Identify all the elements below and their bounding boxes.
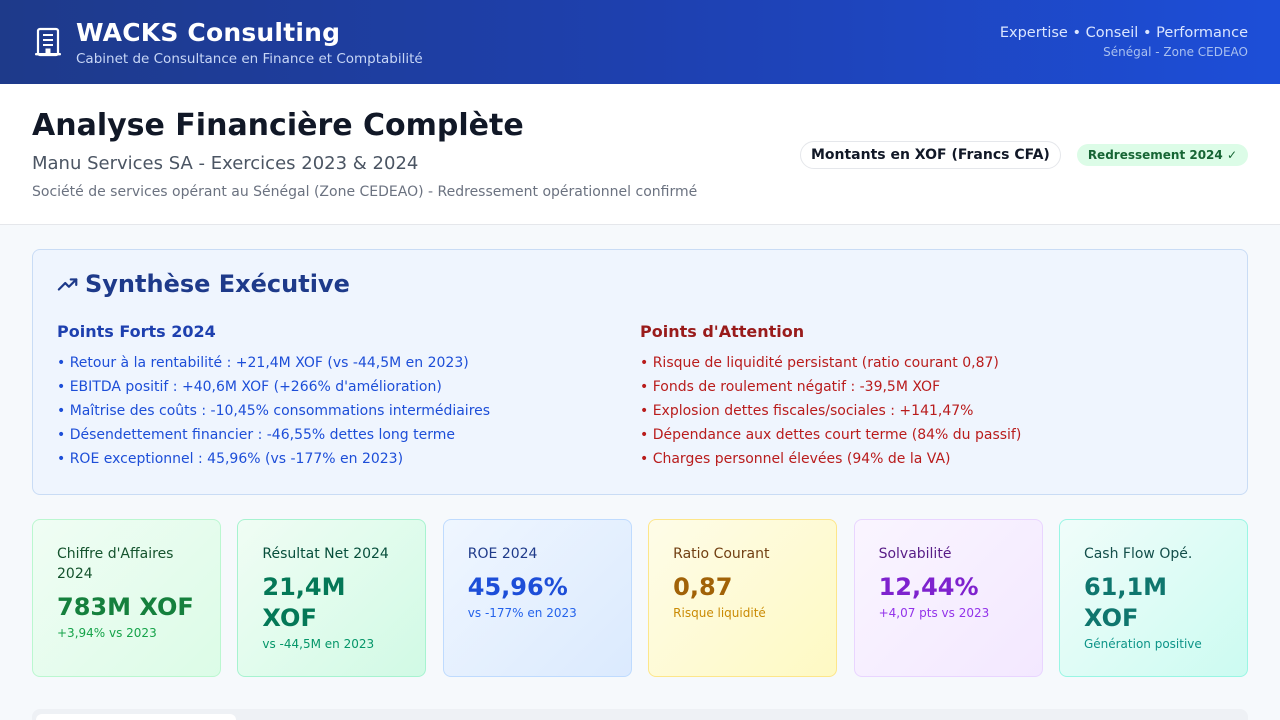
kpi-value: 61,1M XOF xyxy=(1083,573,1168,632)
brand: WACKS Consulting Cabinet de Consultance … xyxy=(32,18,423,67)
trending-up-icon xyxy=(57,278,78,291)
concerns-list: • Risque de liquidité persistant (ratio … xyxy=(640,351,1223,471)
list-item: • Fonds de roulement négatif : -39,5M XO… xyxy=(640,379,941,395)
tagline-block: Expertise • Conseil • Performance Sénéga… xyxy=(1000,25,1248,59)
kpi-label: Cash Flow Opé. xyxy=(1083,546,1193,562)
list-item: • EBITDA positif : +40,6M XOF (+266% d'a… xyxy=(57,379,442,395)
list-item: • Explosion dettes fiscales/sociales : +… xyxy=(640,403,974,419)
kpi-card-solvency: Solvabilité 12,44% +4,07 pts vs 2023 xyxy=(853,519,1043,677)
page-title: Analyse Financière Complète xyxy=(32,108,524,143)
list-item: • Désendettement financier : -46,55% det… xyxy=(57,427,456,443)
kpi-cards: Chiffre d'Affaires 2024 783M XOF +3,94% … xyxy=(32,519,1248,677)
summary-header: Synthèse Exécutive xyxy=(57,270,1223,298)
kpi-value: 0,87 xyxy=(673,573,733,601)
list-item: • Risque de liquidité persistant (ratio … xyxy=(640,355,999,371)
kpi-value: 45,96% xyxy=(467,573,568,601)
tabs-bar xyxy=(32,709,1248,720)
kpi-note: Génération positive xyxy=(1083,637,1202,651)
brand-subtitle: Cabinet de Consultance en Finance et Com… xyxy=(76,50,423,67)
kpi-value: 783M XOF xyxy=(57,593,194,621)
tagline: Expertise • Conseil • Performance xyxy=(999,25,1248,41)
strengths-column: Points Forts 2024 • Retour à la rentabil… xyxy=(57,322,640,471)
kpi-label: Résultat Net 2024 xyxy=(262,546,389,562)
hero-badges: Montants en XOF (Francs CFA) Redressemen… xyxy=(799,141,1248,169)
kpi-card-revenue: Chiffre d'Affaires 2024 783M XOF +3,94% … xyxy=(32,519,221,677)
strengths-title: Points Forts 2024 xyxy=(57,322,216,341)
list-item: • Dépendance aux dettes court terme (84%… xyxy=(640,427,1022,443)
kpi-note: +3,94% vs 2023 xyxy=(57,626,157,640)
summary-title: Synthèse Exécutive xyxy=(85,270,350,298)
region-label: Sénégal - Zone CEDEAO xyxy=(1103,45,1248,59)
status-badge: Redressement 2024 ✓ xyxy=(1076,144,1248,166)
kpi-card-roe: ROE 2024 45,96% vs -177% en 2023 xyxy=(442,519,632,677)
kpi-label: ROE 2024 xyxy=(467,546,538,562)
kpi-card-net-income: Résultat Net 2024 21,4M XOF vs -44,5M en… xyxy=(237,519,427,677)
concerns-column: Points d'Attention • Risque de liquidité… xyxy=(640,322,1223,471)
kpi-note: vs -177% en 2023 xyxy=(467,606,577,620)
kpi-label: Ratio Courant xyxy=(673,546,770,562)
currency-badge: Montants en XOF (Francs CFA) xyxy=(799,141,1061,169)
concerns-title: Points d'Attention xyxy=(640,322,805,341)
list-item: • Charges personnel élevées (94% de la V… xyxy=(640,451,951,467)
kpi-label: Solvabilité xyxy=(878,546,952,562)
list-item: • ROE exceptionnel : 45,96% (vs -177% en… xyxy=(57,451,404,467)
kpi-note: vs -44,5M en 2023 xyxy=(262,637,375,651)
strengths-list: • Retour à la rentabilité : +21,4M XOF (… xyxy=(57,351,640,471)
company-subtitle: Manu Services SA - Exercices 2023 & 2024 xyxy=(32,153,419,174)
list-item: • Maîtrise des coûts : -10,45% consommat… xyxy=(57,403,491,419)
building-icon xyxy=(35,27,61,57)
kpi-note: +4,07 pts vs 2023 xyxy=(878,606,990,620)
kpi-value: 21,4M XOF xyxy=(262,573,346,632)
brand-title: WACKS Consulting xyxy=(76,17,341,47)
tab-active[interactable] xyxy=(36,714,236,720)
kpi-card-cash-flow: Cash Flow Opé. 61,1M XOF Génération posi… xyxy=(1058,519,1248,677)
kpi-label: Chiffre d'Affaires 2024 xyxy=(57,546,174,582)
kpi-note: Risque liquidité xyxy=(673,606,766,620)
kpi-card-current-ratio: Ratio Courant 0,87 Risque liquidité xyxy=(648,519,838,677)
executive-summary: Synthèse Exécutive Points Forts 2024 • R… xyxy=(32,249,1248,495)
list-item: • Retour à la rentabilité : +21,4M XOF (… xyxy=(57,355,469,371)
report-hero: Analyse Financière Complète Manu Service… xyxy=(0,84,1280,225)
company-description: Société de services opérant au Sénégal (… xyxy=(32,184,698,200)
kpi-value: 12,44% xyxy=(878,573,979,601)
top-header: WACKS Consulting Cabinet de Consultance … xyxy=(0,0,1280,84)
